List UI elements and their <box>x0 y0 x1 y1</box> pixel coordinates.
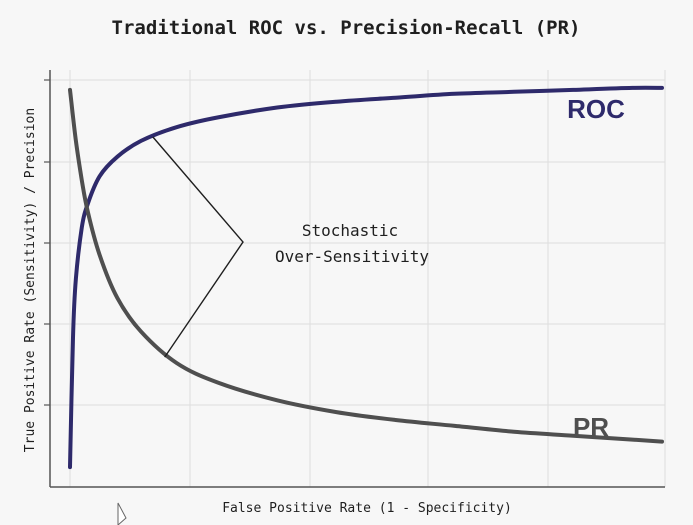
annotation-text-line-2: Over-Sensitivity <box>275 247 429 266</box>
pr-curve <box>68 87 664 444</box>
series-layer: ROC PR <box>68 85 664 470</box>
annotation-leader-lines <box>152 136 244 358</box>
chart-title: Traditional ROC vs. Precision-Recall (PR… <box>112 17 581 39</box>
roc-curve <box>68 85 664 470</box>
y-axis-label: True Positive Rate (Sensitivity) / Preci… <box>23 108 38 452</box>
roc-series-label: ROC <box>567 94 625 124</box>
x-axis-label: False Positive Rate (1 - Specificity) <box>222 501 512 516</box>
annotation-text-line-1: Stochastic <box>302 221 398 240</box>
mouse-cursor-icon <box>117 502 127 525</box>
grid <box>44 70 666 487</box>
annotation: Stochastic Over-Sensitivity <box>152 136 429 358</box>
pr-series-label: PR <box>573 412 609 442</box>
